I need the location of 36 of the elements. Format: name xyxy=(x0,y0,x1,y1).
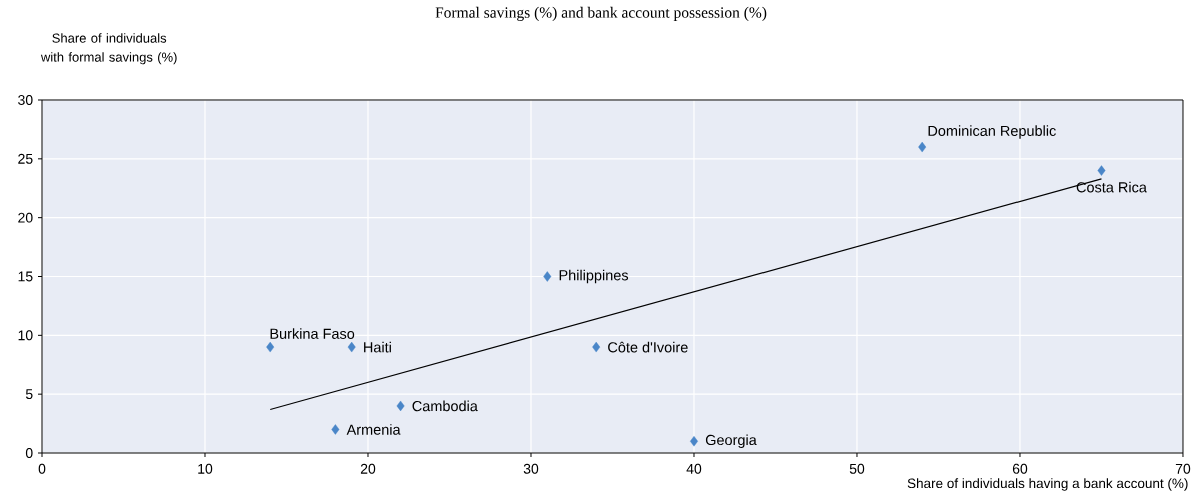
x-tick-label: 20 xyxy=(360,463,376,474)
annotation: Costa Rica xyxy=(1076,181,1147,193)
x-tick-label: 10 xyxy=(198,463,213,474)
point xyxy=(347,341,356,353)
x-axis-title: Share of individuals having a bank account (%) xyxy=(907,478,1188,491)
annotation: Armenia xyxy=(346,424,401,435)
annotation: Philippines xyxy=(559,269,629,284)
annotation: Dominican Republic xyxy=(928,125,1056,139)
point xyxy=(266,341,275,353)
y-tick-label: 25 xyxy=(18,153,33,164)
y-tick-label: 5 xyxy=(25,389,33,400)
annotation: Cambodia xyxy=(412,400,478,412)
annotation: Burkina Faso xyxy=(270,328,355,339)
y-tick-label: 10 xyxy=(18,330,33,341)
point xyxy=(918,141,927,153)
point xyxy=(690,436,698,447)
point xyxy=(592,341,601,353)
point xyxy=(396,400,405,412)
y-tick-label: 0 xyxy=(25,448,33,458)
annotation: Georgia xyxy=(705,434,757,448)
y-tick-label: 20 xyxy=(18,212,33,223)
x-tick-label: 0 xyxy=(38,463,46,474)
chart-subtitle: Formal savings (%) and bank account possession (%) xyxy=(435,6,767,21)
x-tick-label: 70 xyxy=(1175,463,1191,474)
x-tick-label: 60 xyxy=(1012,463,1028,474)
y-tick-label: 30 xyxy=(18,95,33,105)
x-tick-label: 30 xyxy=(523,463,539,474)
y-axis-title: Share of individuals with formal savings (%) xyxy=(40,33,177,65)
x-tick-label: 40 xyxy=(686,463,702,474)
y-tick-label: 15 xyxy=(18,271,33,282)
point xyxy=(331,424,340,435)
point xyxy=(543,271,552,282)
annotation: Côte d'Ivoire xyxy=(608,341,688,353)
x-tick-label: 50 xyxy=(849,463,865,474)
point xyxy=(1097,165,1106,176)
annotation: Haiti xyxy=(364,341,391,353)
